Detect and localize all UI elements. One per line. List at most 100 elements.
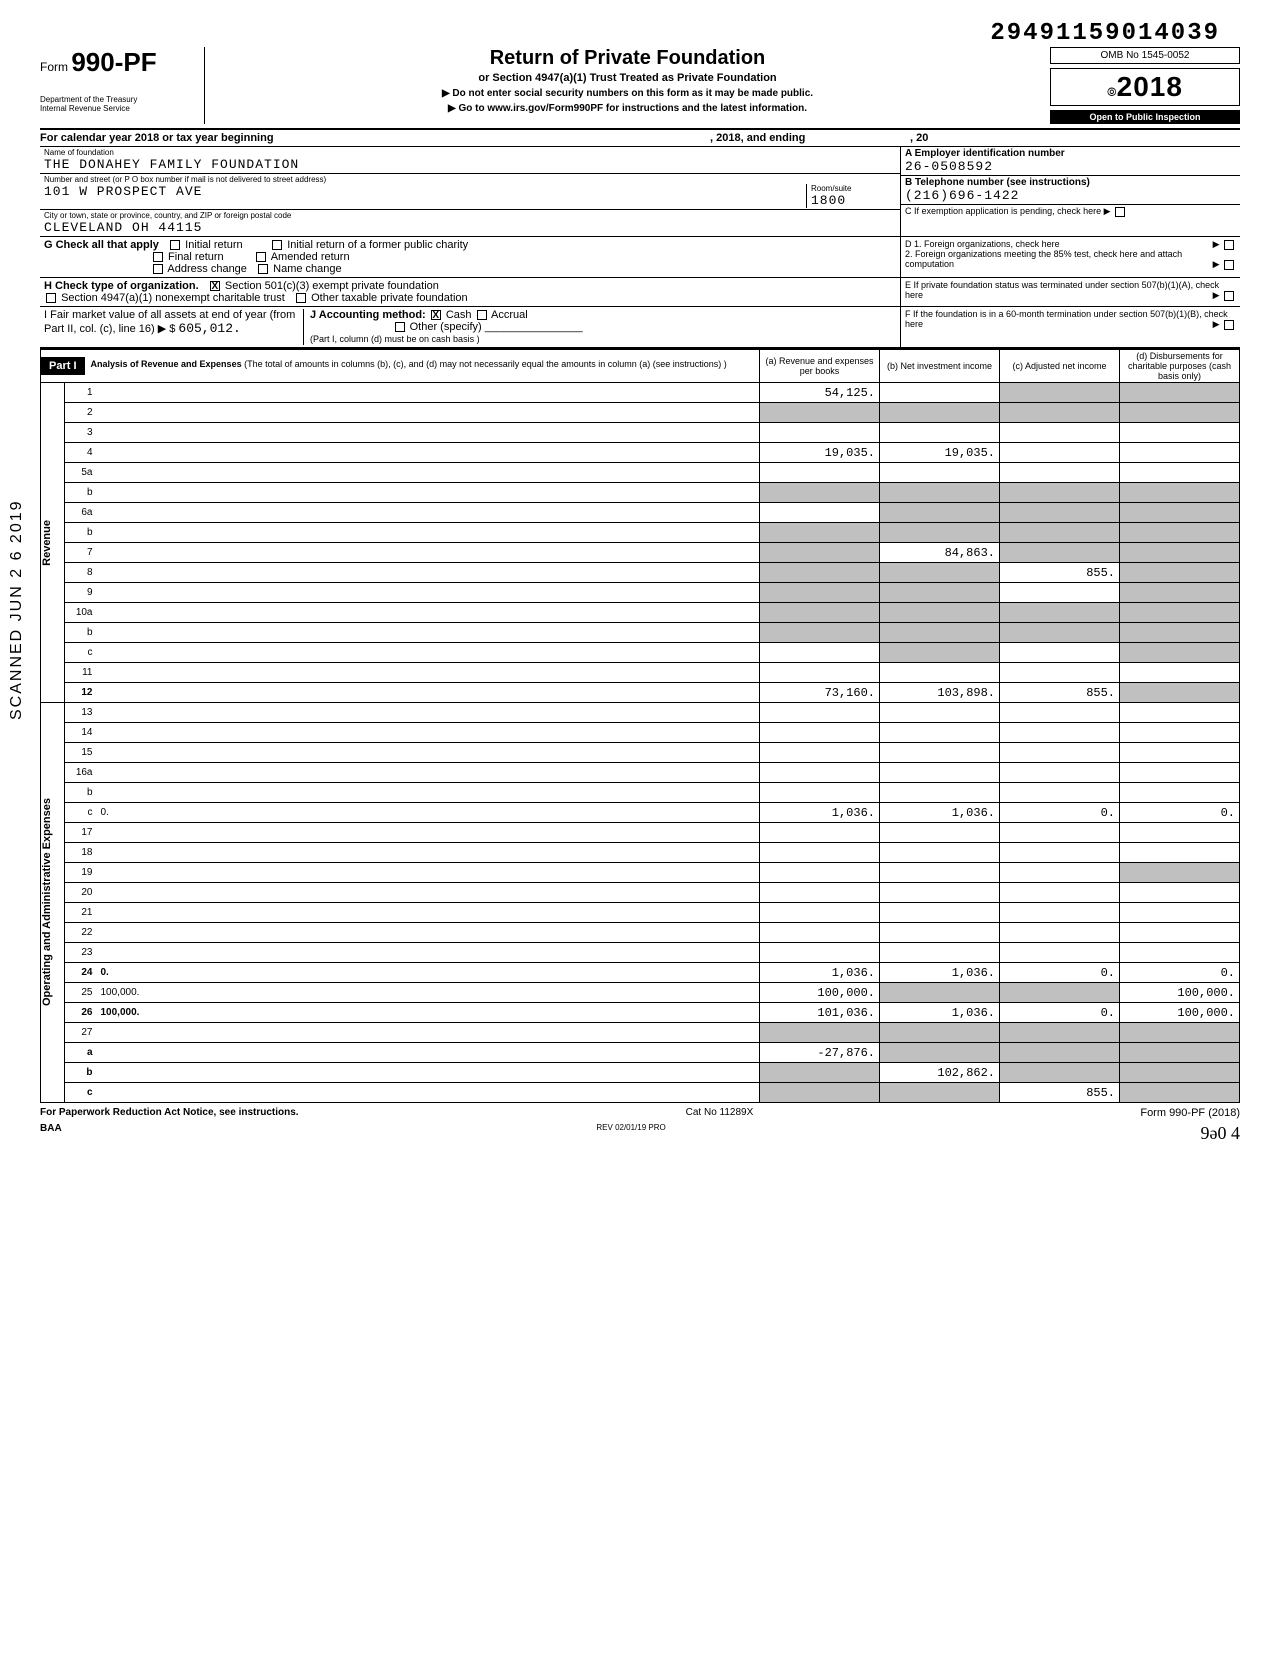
amount-cell: 73,160. xyxy=(760,683,880,703)
line-number: 20 xyxy=(65,883,97,903)
table-row: 16a xyxy=(41,763,1240,783)
chk-address[interactable] xyxy=(153,264,163,274)
line-number: 11 xyxy=(65,663,97,683)
amount-cell: 84,863. xyxy=(880,543,1000,563)
chk-initial-former[interactable] xyxy=(272,240,282,250)
table-row: 2 xyxy=(41,403,1240,423)
chk-f[interactable] xyxy=(1224,320,1234,330)
amount-cell xyxy=(760,843,880,863)
amount-cell: 102,862. xyxy=(880,1063,1000,1083)
line-description xyxy=(97,603,760,623)
amount-cell xyxy=(760,703,880,723)
line-description xyxy=(97,443,760,463)
chk-cash[interactable] xyxy=(431,310,441,320)
line-number: c xyxy=(65,803,97,823)
amount-cell xyxy=(880,463,1000,483)
chk-amended[interactable] xyxy=(256,252,266,262)
amount-cell xyxy=(1120,523,1240,543)
ein-value: 26-0508592 xyxy=(905,159,1236,174)
instr-web: ▶ Go to www.irs.gov/Form990PF for instru… xyxy=(213,103,1042,114)
amount-cell xyxy=(1000,703,1120,723)
table-row: 23 xyxy=(41,943,1240,963)
chk-4947[interactable] xyxy=(46,293,56,303)
line-number: 10a xyxy=(65,603,97,623)
phone-label: B Telephone number (see instructions) xyxy=(905,177,1236,188)
line-description: 0. xyxy=(97,803,760,823)
amount-cell xyxy=(880,823,1000,843)
amount-cell xyxy=(880,483,1000,503)
chk-initial[interactable] xyxy=(170,240,180,250)
table-row: 8 855. xyxy=(41,563,1240,583)
line-description xyxy=(97,583,760,603)
amount-cell xyxy=(1120,423,1240,443)
amount-cell xyxy=(1000,983,1120,1003)
amount-cell xyxy=(1120,563,1240,583)
amount-cell xyxy=(880,1043,1000,1063)
table-row: 15 xyxy=(41,743,1240,763)
box-c-label: C If exemption application is pending, c… xyxy=(905,206,1111,216)
amount-cell: 103,898. xyxy=(880,683,1000,703)
form-number: Form 990-PF xyxy=(40,47,198,78)
ein-label: A Employer identification number xyxy=(905,148,1236,159)
table-row: b xyxy=(41,783,1240,803)
amount-cell xyxy=(760,883,880,903)
chk-final[interactable] xyxy=(153,252,163,262)
line-description xyxy=(97,663,760,683)
line-description xyxy=(97,523,760,543)
line-description xyxy=(97,943,760,963)
amount-cell xyxy=(1000,863,1120,883)
line-description xyxy=(97,703,760,723)
amount-cell xyxy=(760,783,880,803)
form-subtitle: or Section 4947(a)(1) Trust Treated as P… xyxy=(213,72,1042,84)
amount-cell xyxy=(1000,383,1120,403)
amount-cell xyxy=(1000,943,1120,963)
amount-cell: 855. xyxy=(1000,1083,1120,1103)
table-row: Operating and Administrative Expenses13 xyxy=(41,703,1240,723)
amount-cell xyxy=(1120,1043,1240,1063)
chk-d2[interactable] xyxy=(1224,260,1234,270)
chk-501c3[interactable] xyxy=(210,281,220,291)
amount-cell xyxy=(1120,503,1240,523)
tax-year-box: ⦾2018 xyxy=(1050,68,1240,106)
room-suite: 1800 xyxy=(811,193,896,208)
line-description xyxy=(97,1043,760,1063)
chk-d1[interactable] xyxy=(1224,240,1234,250)
dept-treasury: Department of the Treasury Internal Reve… xyxy=(40,96,198,114)
line-description xyxy=(97,843,760,863)
chk-name[interactable] xyxy=(258,264,268,274)
amount-cell xyxy=(880,643,1000,663)
amount-cell xyxy=(880,703,1000,723)
part-i-table: Part I Analysis of Revenue and Expenses … xyxy=(40,349,1240,1103)
amount-cell: 0. xyxy=(1120,963,1240,983)
amount-cell xyxy=(1000,1023,1120,1043)
table-row: c0.1,036.1,036.0.0. xyxy=(41,803,1240,823)
table-row: b xyxy=(41,483,1240,503)
amount-cell: 0. xyxy=(1000,963,1120,983)
chk-other-taxable[interactable] xyxy=(296,293,306,303)
table-row: 21 xyxy=(41,903,1240,923)
chk-accrual[interactable] xyxy=(477,310,487,320)
amount-cell xyxy=(880,603,1000,623)
amount-cell xyxy=(1120,663,1240,683)
amount-cell xyxy=(1120,1083,1240,1103)
line-description xyxy=(97,1063,760,1083)
line-number: 8 xyxy=(65,563,97,583)
handwritten-note: 9ə0 4 xyxy=(1200,1123,1240,1144)
revenue-label: Revenue xyxy=(41,520,53,566)
amount-cell xyxy=(760,423,880,443)
amount-cell xyxy=(1120,883,1240,903)
amount-cell xyxy=(880,783,1000,803)
box-c-checkbox[interactable] xyxy=(1115,207,1125,217)
line-number: 18 xyxy=(65,843,97,863)
amount-cell xyxy=(1000,643,1120,663)
chk-other-method[interactable] xyxy=(395,322,405,332)
chk-e[interactable] xyxy=(1224,291,1234,301)
line-number: 23 xyxy=(65,943,97,963)
amount-cell xyxy=(880,923,1000,943)
table-row: Revenue154,125. xyxy=(41,383,1240,403)
table-row: 11 xyxy=(41,663,1240,683)
line-description: 0. xyxy=(97,963,760,983)
amount-cell xyxy=(1120,1023,1240,1043)
table-row: 14 xyxy=(41,723,1240,743)
amount-cell: 855. xyxy=(1000,563,1120,583)
